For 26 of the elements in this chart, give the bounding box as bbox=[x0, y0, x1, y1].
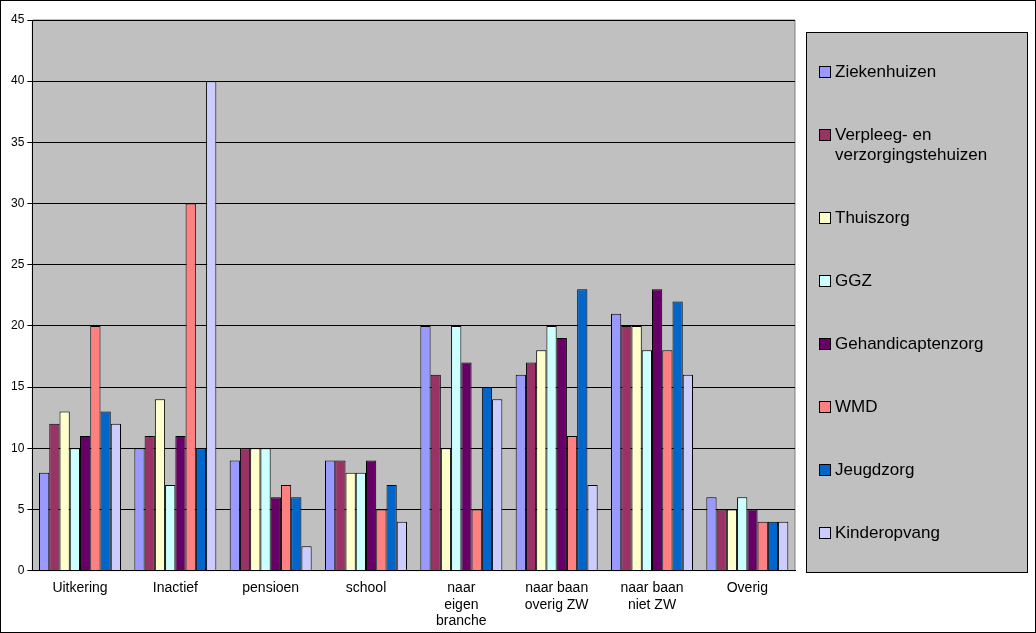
y-tick-label: 35 bbox=[10, 134, 25, 149]
y-tick-label: 30 bbox=[10, 195, 25, 210]
y-tick-label: 0 bbox=[17, 562, 25, 577]
y-tick-label: 25 bbox=[10, 257, 25, 272]
y-tick-label: 15 bbox=[10, 379, 25, 394]
legend-label: Thuiszorg bbox=[835, 208, 910, 229]
x-tick-label: naar baan niet ZW bbox=[620, 578, 684, 612]
y-tick-label: 20 bbox=[10, 318, 25, 333]
y-tick-label: 10 bbox=[10, 440, 25, 455]
y-tick-label: 45 bbox=[10, 12, 25, 27]
x-tick-label: pensioen bbox=[242, 578, 300, 595]
legend-label: Kinderopvang bbox=[835, 522, 940, 543]
y-tick-label: 5 bbox=[17, 501, 25, 516]
y-tick-label: 40 bbox=[10, 73, 25, 88]
legend-label: Gehandicaptenzorg bbox=[835, 333, 984, 354]
x-tick-label: Overig bbox=[726, 578, 768, 595]
x-tick-label: Inactief bbox=[152, 578, 199, 595]
legend-label: GGZ bbox=[835, 271, 872, 292]
x-tick-label: school bbox=[345, 578, 387, 595]
legend-label: Jeugdzorg bbox=[835, 459, 915, 480]
x-tick-label: naar eigen branche bbox=[436, 578, 487, 629]
legend-label: WMD bbox=[835, 396, 878, 417]
x-tick-label: Uitkering bbox=[52, 578, 108, 595]
legend-label: Ziekenhuizen bbox=[835, 62, 937, 83]
legend-label: Verpleeg- en verzorgingstehuizen bbox=[835, 125, 989, 166]
x-tick-label: naar baan overig ZW bbox=[524, 578, 590, 612]
